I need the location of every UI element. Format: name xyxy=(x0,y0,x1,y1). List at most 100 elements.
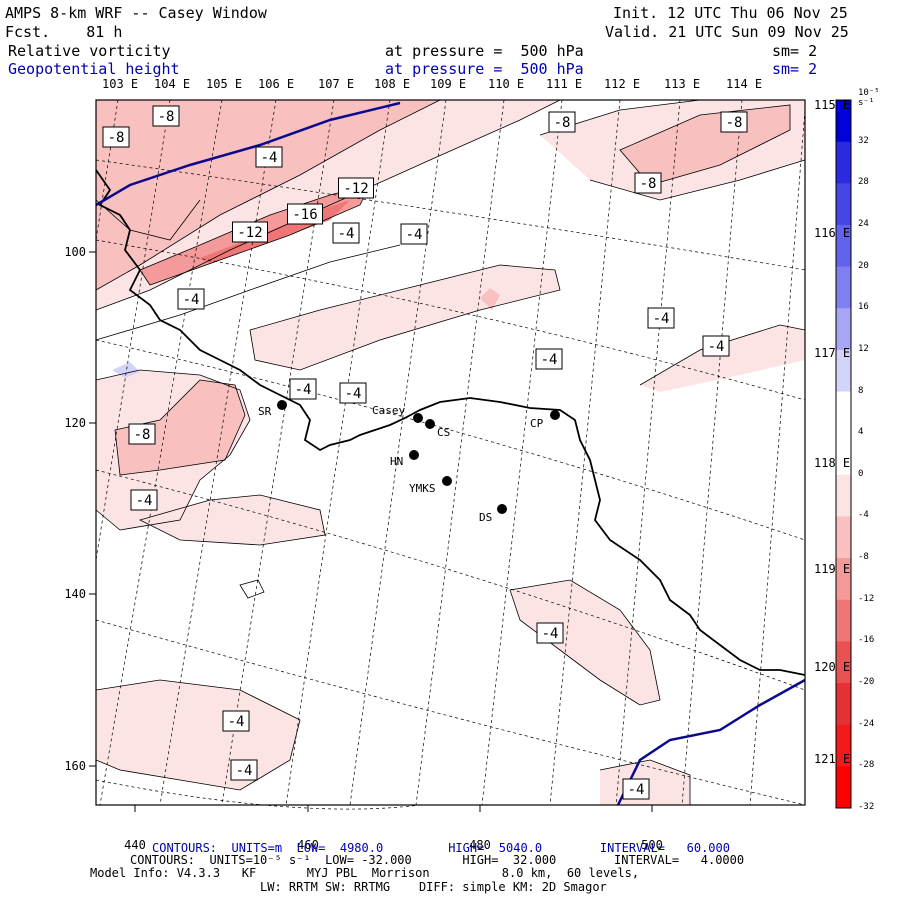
lon-label: 111 E xyxy=(546,77,583,91)
station-label: CP xyxy=(530,417,544,430)
contour-label-box xyxy=(128,423,156,445)
contour-label-box xyxy=(222,710,250,732)
contour-label-box xyxy=(535,348,563,370)
colorbar-level: -16 xyxy=(858,635,875,646)
contour-label-box xyxy=(287,203,323,225)
contour-label-box xyxy=(289,378,317,400)
valid-time: Valid. 21 UTC Sun 09 Nov 25 xyxy=(605,23,849,41)
colorbar-swatch xyxy=(836,100,851,143)
colorbar-level: 0 xyxy=(858,468,864,479)
contour-label: -4 xyxy=(406,227,423,243)
colorbar-swatch xyxy=(836,516,851,559)
contour-label: -4 xyxy=(295,382,312,398)
x-tick-label: 480 xyxy=(469,838,491,852)
lon-label: 106 E xyxy=(258,77,295,91)
station-marker[interactable] xyxy=(550,410,560,420)
colorbar-swatch xyxy=(836,558,851,601)
colorbar-level: 16 xyxy=(858,302,869,313)
station-marker[interactable] xyxy=(413,413,423,423)
colorbar-swatch xyxy=(836,266,851,309)
lon-label-right: 116 E xyxy=(814,226,851,240)
station-label: CS xyxy=(437,426,450,439)
station-marker[interactable] xyxy=(497,504,507,514)
colorbar-swatch xyxy=(836,224,851,268)
x-tick-label: 460 xyxy=(297,838,319,852)
colorbar-swatch xyxy=(836,599,851,642)
colorbar-level: -4 xyxy=(858,510,869,521)
footer-physics: LW: RRTM SW: RRTMG DIFF: simple KM: 2D S… xyxy=(260,880,607,894)
y-tick-label: 140 xyxy=(64,587,86,601)
contour-label-box xyxy=(536,622,564,644)
contour-label-box xyxy=(702,335,730,357)
contour-label-box xyxy=(130,489,158,511)
contour-label: -8 xyxy=(726,115,743,131)
field1-name: Relative vorticity xyxy=(8,42,171,60)
contour-label: -12 xyxy=(237,225,262,241)
contour-label-box xyxy=(332,222,360,244)
contour-label: -4 xyxy=(261,150,278,166)
colorbar-swatch xyxy=(836,433,851,476)
colorbar-swatch xyxy=(836,183,851,226)
stations: SR Casey CS CP HN YMKS DS xyxy=(258,400,560,524)
colorbar-level: -8 xyxy=(858,552,869,563)
contour-label: -4 xyxy=(136,493,153,509)
colorbar-swatch xyxy=(836,308,851,351)
contour-label: -4 xyxy=(228,714,245,730)
station-marker[interactable] xyxy=(409,450,419,460)
geopotential-contour xyxy=(616,678,806,806)
colorbar-level: 32 xyxy=(858,135,869,146)
colorbar-level: 8 xyxy=(858,385,864,396)
contour-label: -4 xyxy=(542,626,559,642)
contour-label-box xyxy=(720,111,748,133)
contour-label-box xyxy=(177,288,205,310)
colorbar-level: 24 xyxy=(858,218,869,229)
coastline xyxy=(95,169,806,676)
contour-label: -8 xyxy=(134,427,151,443)
contour-label: -4 xyxy=(628,782,645,798)
lon-label-right: 119 E xyxy=(814,562,851,576)
lon-label: 113 E xyxy=(664,77,701,91)
colorbar-level: 28 xyxy=(858,177,869,188)
station-marker[interactable] xyxy=(277,400,287,410)
contour-label-box xyxy=(647,307,675,329)
forecast-hour: Fcst. 81 h xyxy=(5,23,123,41)
init-time: Init. 12 UTC Thu 06 Nov 25 xyxy=(613,4,848,22)
field2-pressure: at pressure = 500 hPa xyxy=(385,60,584,78)
contour-label: -4 xyxy=(236,763,253,779)
colorbar-level: -24 xyxy=(858,718,875,729)
field1-smoothing: sm= 2 xyxy=(772,42,818,60)
contour-label-box xyxy=(400,223,428,245)
colorbar-level: 4 xyxy=(858,427,864,438)
station-marker[interactable] xyxy=(442,476,452,486)
colorbar-swatch xyxy=(836,391,851,434)
x-tick-label: 500 xyxy=(641,838,663,852)
lon-label-right: 118 E xyxy=(814,456,851,470)
colorbar-level: -28 xyxy=(858,760,875,771)
contour-label: -4 xyxy=(338,226,355,242)
contour-label-box xyxy=(634,172,662,194)
station-label: Casey xyxy=(372,404,405,417)
y-tick-label: 100 xyxy=(64,245,86,259)
vorticity-shading xyxy=(96,100,805,805)
station-label: DS xyxy=(479,511,492,524)
colorbar-units: 10⁻⁵ s⁻¹ xyxy=(858,88,880,108)
contour-label: -12 xyxy=(343,181,368,197)
lon-label: 110 E xyxy=(488,77,525,91)
colorbar-frame xyxy=(835,99,852,809)
y-tick-label: 160 xyxy=(64,759,86,773)
lon-label: 108 E xyxy=(374,77,411,91)
contour-label-box xyxy=(548,111,576,133)
colorbar-swatch xyxy=(836,641,851,684)
colorbar-swatch xyxy=(836,683,851,726)
contour-label-box xyxy=(230,759,258,781)
station-marker[interactable] xyxy=(425,419,435,429)
contour-label: -8 xyxy=(640,176,657,192)
contour-label-box xyxy=(255,146,283,168)
field2-name: Geopotential height xyxy=(8,60,180,78)
footer-model-info: Model Info: V4.3.3 KF MYJ PBL Morrison 8… xyxy=(90,866,640,880)
contour-label-box xyxy=(339,382,367,404)
colorbar-swatch xyxy=(836,474,851,517)
lon-label: 107 E xyxy=(318,77,355,91)
axis-ticks xyxy=(89,251,653,812)
